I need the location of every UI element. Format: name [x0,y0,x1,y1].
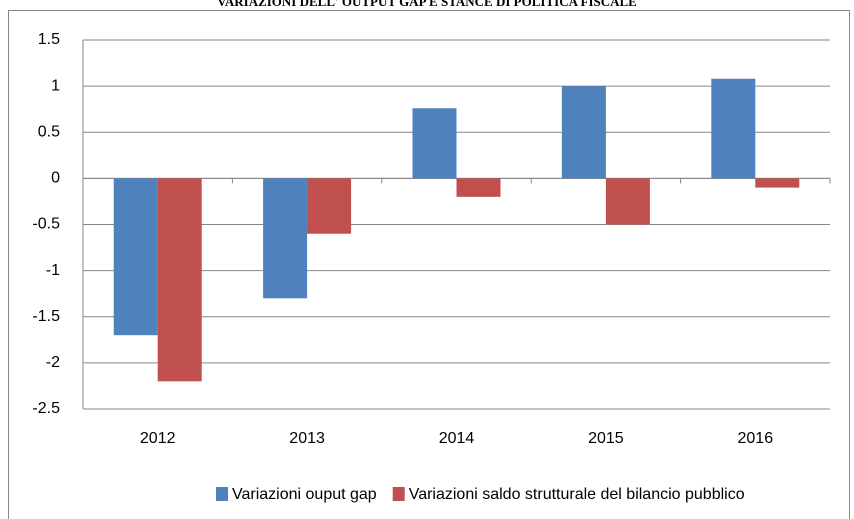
y-tick-label: -1 [46,262,60,279]
bar [263,178,308,299]
bar [755,178,800,188]
x-tick-label: 2014 [439,430,475,447]
x-tick-label: 2013 [289,430,325,447]
y-tick-label: -2 [46,354,60,371]
y-tick-label: 0 [51,170,60,187]
bar [113,178,158,336]
y-tick-label: 1 [51,77,60,94]
chart-title: VARIAZIONI DELL' OUTPUT GAP E STANCE DI … [217,0,637,9]
y-tick-label: -1.5 [32,308,60,325]
legend-label: Variazioni saldo strutturale del bilanci… [409,486,745,503]
bar [561,86,606,179]
bar [605,178,650,225]
chart-frame [8,10,850,519]
legend-label: Variazioni ouput gap [232,486,377,503]
bar [412,108,457,179]
x-tick-label: 2016 [738,430,774,447]
y-tick-label: -2.5 [32,400,60,417]
y-tick-label: 0.5 [38,123,60,140]
y-tick-label: 1.5 [38,31,60,48]
x-tick-label: 2015 [588,430,624,447]
y-tick-label: -0.5 [32,216,60,233]
bar [711,78,756,179]
x-tick-label: 2012 [140,430,176,447]
bar [157,178,202,382]
bar [307,178,352,234]
legend-swatch [216,487,228,501]
legend-swatch [392,487,405,501]
bar [456,178,501,197]
